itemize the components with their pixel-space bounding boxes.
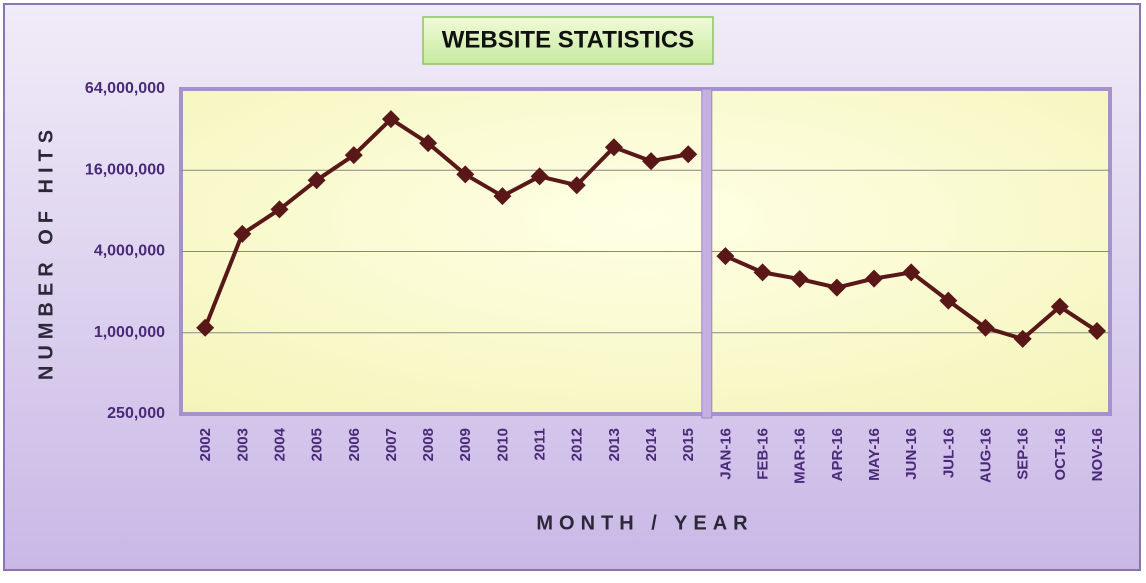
y-tick-label: 250,000: [107, 405, 165, 422]
marker: [1013, 329, 1032, 348]
x-tick-label: AUG-16: [977, 428, 994, 483]
x-tick-label: JAN-16: [717, 428, 734, 480]
marker: [456, 165, 475, 184]
marker: [716, 247, 735, 266]
marker: [419, 134, 438, 153]
x-tick-label: JUL-16: [940, 428, 957, 478]
marker: [1087, 322, 1106, 341]
x-tick-label: 2014: [643, 427, 660, 461]
x-tick-label: 2012: [569, 428, 586, 461]
x-tick-label: 2005: [309, 428, 326, 461]
marker: [679, 145, 698, 164]
marker: [976, 318, 995, 337]
marker: [381, 110, 400, 129]
y-tick-label: 16,000,000: [85, 161, 165, 178]
x-tick-label: 2008: [420, 428, 437, 461]
x-tick-label: NOV-16: [1089, 428, 1106, 481]
y-tick-label: 64,000,000: [85, 80, 165, 97]
x-tick-label: MAR-16: [792, 428, 809, 484]
marker: [233, 224, 252, 243]
x-tick-label: JUN-16: [903, 428, 920, 480]
x-tick-label: 2011: [532, 428, 549, 461]
marker: [196, 318, 215, 337]
x-tick-label: 2009: [457, 428, 474, 461]
marker: [902, 263, 921, 282]
marker: [493, 187, 512, 206]
y-tick-label: 4,000,000: [94, 243, 165, 260]
marker: [1050, 297, 1069, 316]
x-tick-label: 2004: [271, 427, 288, 461]
y-axis-title: NUMBER OF HITS: [35, 124, 57, 380]
line: [203, 117, 689, 329]
marker: [865, 269, 884, 288]
x-tick-label: FEB-16: [755, 428, 772, 480]
x-tick-label: 2006: [346, 428, 363, 461]
marker: [270, 200, 289, 219]
x-tick-label: 2010: [494, 428, 511, 461]
x-tick-label: MAY-16: [866, 428, 883, 481]
marker: [604, 138, 623, 157]
marker: [790, 270, 809, 289]
title-box: [422, 16, 714, 65]
marker: [939, 291, 958, 310]
x-tick-label: 2013: [606, 428, 623, 461]
x-tick-label: OCT-16: [1052, 428, 1069, 481]
marker: [642, 152, 661, 171]
x-tick-label: SEP-16: [1015, 428, 1032, 480]
x-tick-label: 2007: [383, 428, 400, 461]
marker: [530, 167, 549, 186]
x-tick-label: 2003: [234, 428, 251, 461]
separator: [701, 88, 713, 419]
marker: [307, 171, 326, 190]
chart-title: WEBSITE STATISTICS: [442, 26, 694, 53]
marker: [753, 263, 772, 282]
marker: [827, 278, 846, 297]
x-tick-label: APR-16: [829, 428, 846, 481]
x-tick-label: 2015: [680, 428, 697, 461]
x-axis-title: MONTH / YEAR: [536, 512, 753, 534]
marker: [567, 176, 586, 195]
marker: [344, 146, 363, 165]
y-tick-label: 1,000,000: [94, 324, 165, 341]
x-tick-label: 2002: [197, 428, 214, 461]
